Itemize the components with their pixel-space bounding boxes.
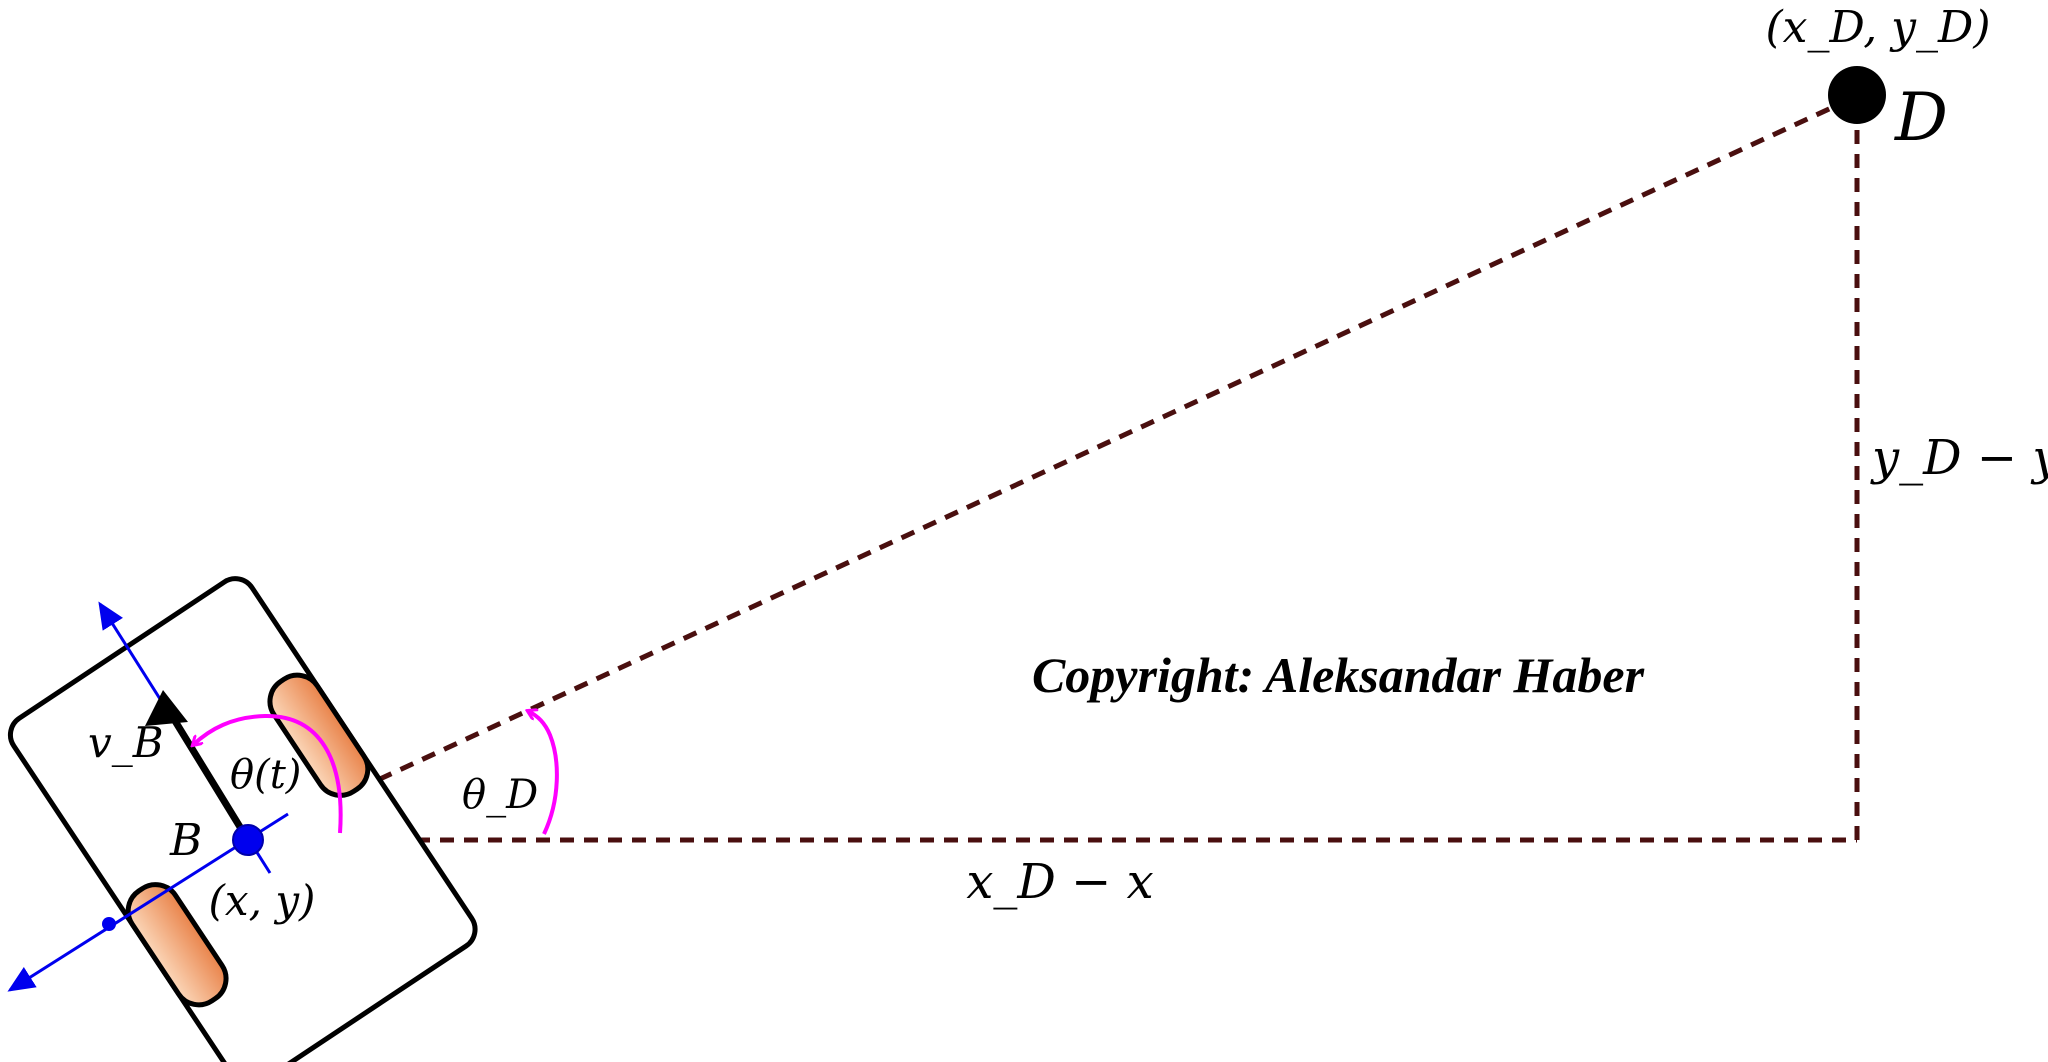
- heading-angle-arc: [193, 713, 343, 834]
- robot-coords-label: (x, y): [209, 876, 316, 925]
- copyright-text: Copyright: Aleksandar Haber: [1032, 647, 1645, 703]
- wheel-axle-point: [102, 917, 116, 931]
- target-angle-label: θ_D: [462, 772, 538, 818]
- destination-label: D: [1894, 79, 1948, 156]
- velocity-vector: [169, 714, 251, 842]
- left-wheel: [125, 882, 229, 1008]
- line-of-sight-dashed: [246, 94, 1857, 843]
- robot-chassis: [7, 576, 478, 1062]
- velocity-label: v_B: [88, 718, 164, 767]
- heading-angle-label: θ(t): [230, 752, 301, 798]
- robot-point-label: B: [169, 815, 202, 866]
- robot: [7, 576, 478, 1062]
- target-angle-arc: [528, 711, 559, 835]
- y-difference-label: y_D − y: [1870, 430, 2048, 486]
- velocity-arrowhead: [145, 690, 188, 726]
- destination-point: [1828, 66, 1886, 124]
- robot-center-point: [232, 824, 264, 856]
- x-difference-label: x_D − x: [966, 854, 1153, 910]
- destination-coords-label: (x_D, y_D): [1766, 2, 1991, 53]
